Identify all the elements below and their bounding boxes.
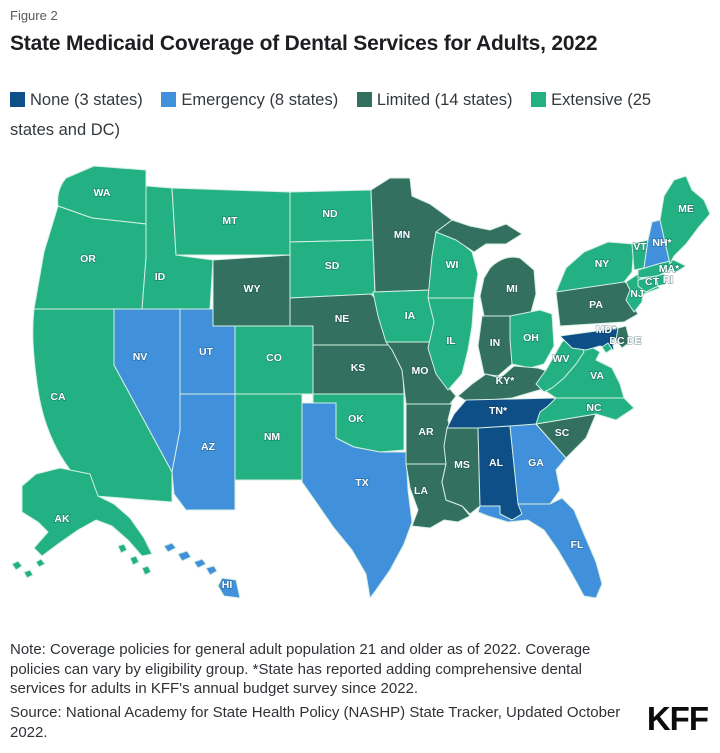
- legend-swatch-none: [10, 92, 25, 107]
- state-shape-HI: [177, 550, 192, 562]
- state-shape-AZ: [171, 393, 236, 511]
- legend-label-limited: Limited (14 states): [376, 91, 513, 109]
- state-shape-MT: [171, 187, 291, 256]
- figure-label: Figure 2: [10, 8, 58, 23]
- state-shape-IL: [427, 297, 475, 391]
- kff-logo: KFF: [646, 700, 709, 737]
- legend-swatch-limited: [356, 92, 372, 107]
- state-shape-CT: [637, 275, 659, 293]
- state-shape-KS: [312, 344, 405, 395]
- state-shape-ME: [659, 175, 711, 265]
- state-shape-AK: [21, 467, 153, 557]
- source-text: Source: National Academy for State Healt…: [10, 704, 621, 741]
- legend-item-emergency: Emergency (8 states): [161, 91, 338, 109]
- state-shape-HI: [163, 542, 177, 553]
- us-choropleth-map: WA OR CA ID NV UT AZ MT WY CO NM ND SD NE KS OK TX MN IA MO…: [0, 150, 720, 622]
- state-shape-ND: [289, 189, 374, 243]
- legend-swatch-extensive: [531, 92, 547, 107]
- state-shape-AK: [117, 543, 128, 554]
- state-shape-OH: [509, 309, 555, 369]
- state-shape-HI: [217, 577, 241, 599]
- state-shape-CO: [234, 325, 314, 395]
- note-text: Note: Coverage policies for general adul…: [10, 641, 591, 697]
- state-shape-MA: [637, 259, 687, 279]
- legend-item-limited: Limited (14 states): [356, 91, 513, 109]
- state-shape-NC: [535, 393, 635, 425]
- state-shape-MI: [435, 219, 523, 253]
- state-shape-AK: [11, 560, 23, 571]
- state-shape-NM: [234, 393, 303, 481]
- state-shape-HI: [193, 558, 207, 569]
- state-shape-NY: [555, 241, 635, 293]
- state-shape-TX: [301, 402, 413, 599]
- legend-label-none: None (3 states): [30, 91, 143, 109]
- legend-label-extensive: Extensive (25 states and DC): [10, 91, 652, 139]
- state-shape-RI: [655, 273, 667, 287]
- state-shape-AK: [129, 555, 140, 566]
- state-shape-AK: [141, 565, 152, 576]
- state-shape-WY: [212, 254, 291, 327]
- legend-item-none: None (3 states): [10, 91, 143, 109]
- state-shape-DE: [615, 325, 631, 349]
- state-shape-HI: [205, 565, 218, 576]
- state-shape-MI: [479, 256, 537, 317]
- legend-item-extensive: Extensive (25 states and DC): [10, 91, 651, 139]
- legend-swatch-emergency: [161, 92, 177, 107]
- state-shape-DC: [601, 342, 613, 354]
- state-shape-SD: [289, 239, 376, 299]
- state-shape-AK: [23, 569, 34, 579]
- state-shape-IN: [477, 315, 513, 377]
- state-shape-FL: [477, 497, 603, 599]
- legend: None (3 states) Emergency (8 states) Lim…: [10, 85, 682, 145]
- state-shape-MS: [441, 427, 481, 515]
- page-title: State Medicaid Coverage of Dental Servic…: [10, 32, 598, 55]
- legend-label-emergency: Emergency (8 states): [181, 91, 339, 109]
- state-shape-AK: [35, 558, 46, 568]
